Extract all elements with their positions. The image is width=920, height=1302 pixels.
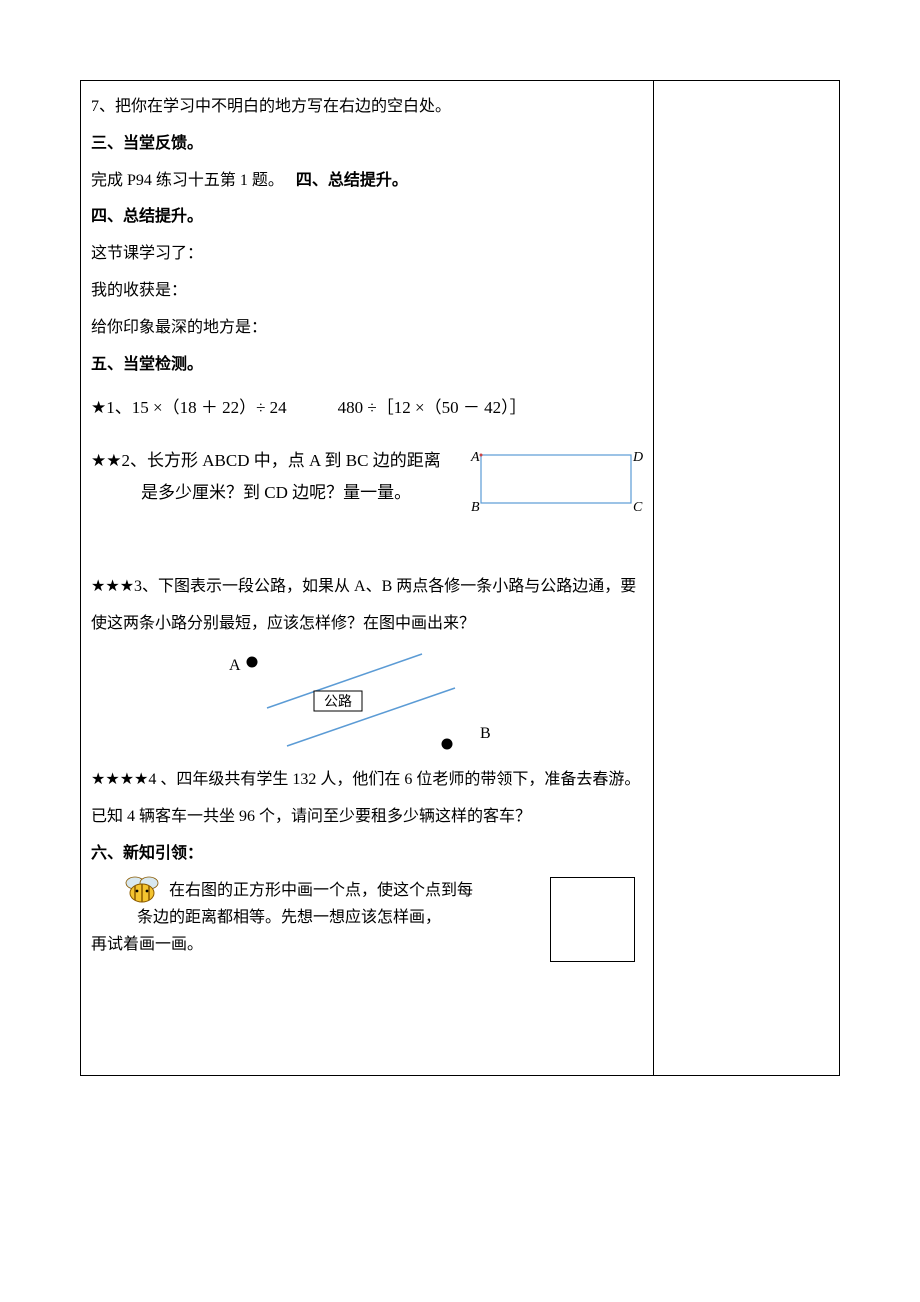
section-4-b: 我的收获是： [91, 273, 643, 310]
section-3-body: 完成 P94 练习十五第 1 题。 四、总结提升。 [91, 163, 643, 200]
label-c: C [633, 500, 643, 515]
q3-l1: 3、下图表示一段公路，如果从 A、B 两点各修一条小路与公路边通，要 [134, 578, 636, 595]
section-4-c: 给你印象最深的地方是： [91, 310, 643, 347]
question-3: ★★★3、下图表示一段公路，如果从 A、B 两点各修一条小路与公路边通，要 使这… [91, 569, 643, 759]
bottom-spacer [91, 962, 643, 1067]
label-a: A [470, 450, 480, 465]
point-b [442, 739, 453, 750]
section-4-heading: 四、总结提升。 [91, 199, 643, 236]
q3-line2: 使这两条小路分别最短，应该怎样修？在图中画出来？ [91, 606, 643, 643]
q3-stars: ★★★ [91, 578, 134, 595]
q6-line3: 再试着画一画。 [91, 931, 538, 958]
q2-line1: ★★2、长方形 ABCD 中，点 A 到 BC 边的距离 [91, 445, 455, 477]
road-line-2 [287, 688, 455, 746]
road-diagram-wrap: A 公路 B [91, 648, 643, 758]
side-column [654, 81, 839, 1075]
label-b-road: B [480, 725, 491, 742]
rectangle-abcd-diagram: A D B C [463, 445, 643, 519]
section-3-heading: 三、当堂反馈。 [91, 126, 643, 163]
road-label: 公路 [324, 694, 352, 710]
question-2: ★★2、长方形 ABCD 中，点 A 到 BC 边的距离 是多少厘米？到 CD … [91, 445, 643, 519]
main-column: 7、把你在学习中不明白的地方写在右边的空白处。 三、当堂反馈。 完成 P94 练… [81, 81, 654, 1075]
label-a-road: A [229, 657, 241, 674]
label-b: B [471, 500, 480, 515]
section-3-text: 完成 P94 练习十五第 1 题。 [91, 172, 296, 189]
label-d: D [632, 450, 643, 465]
q4-stars: ★★★★ [91, 771, 148, 788]
square-diagram [550, 877, 635, 962]
q3-line1: ★★★3、下图表示一段公路，如果从 A、B 两点各修一条小路与公路边通，要 [91, 569, 643, 606]
section-5-heading: 五、当堂检测。 [91, 347, 643, 384]
q6-line1: 在右图的正方形中画一个点，使这个点到每 [137, 877, 538, 904]
section-4-inline: 四、总结提升。 [296, 172, 408, 189]
q4-line1: ★★★★4 、四年级共有学生 132 人，他们在 6 位老师的带领下，准备去春游… [91, 762, 643, 799]
q6-line2: 条边的距离都相等。先想一想应该怎样画， [137, 904, 538, 931]
q2-line2: 是多少厘米？到 CD 边呢？量一量。 [91, 477, 455, 509]
bee-icon [121, 875, 163, 905]
question-6: 在右图的正方形中画一个点，使这个点到每 条边的距离都相等。先想一想应该怎样画， … [91, 877, 643, 962]
q6-l1: 在右图的正方形中画一个点，使这个点到每 [169, 882, 473, 899]
point-a [247, 657, 258, 668]
section-6-heading: 六、新知引领： [91, 836, 643, 873]
q2-stars: ★★ [91, 451, 121, 470]
q4-line2: 已知 4 辆客车一共坐 96 个，请问至少要租多少辆这样的客车？ [91, 799, 643, 836]
section-4-a: 这节课学习了： [91, 236, 643, 273]
q6-text-block: 在右图的正方形中画一个点，使这个点到每 条边的距离都相等。先想一想应该怎样画， … [91, 877, 538, 959]
question-1: ★1、15 ×（18 ＋ 22）÷ 24 480 ÷［12 ×（50 － 42）… [91, 389, 643, 426]
q2-l1: 长方形 ABCD 中，点 A 到 BC 边的距离 [147, 451, 441, 470]
q1-text: 1、15 ×（18 ＋ 22）÷ 24 480 ÷［12 ×（50 － 42）］ [106, 398, 526, 417]
q4-l1: 4 、四年级共有学生 132 人，他们在 6 位老师的带领下，准备去春游。 [148, 771, 640, 788]
question-4: ★★★★4 、四年级共有学生 132 人，他们在 6 位老师的带领下，准备去春游… [91, 762, 643, 836]
q2-text-block: ★★2、长方形 ABCD 中，点 A 到 BC 边的距离 是多少厘米？到 CD … [91, 445, 455, 510]
worksheet-page: 7、把你在学习中不明白的地方写在右边的空白处。 三、当堂反馈。 完成 P94 练… [80, 80, 840, 1076]
road-diagram: A 公路 B [207, 648, 527, 758]
item-7: 7、把你在学习中不明白的地方写在右边的空白处。 [91, 89, 643, 126]
q2-label: 2、 [121, 451, 147, 470]
q1-stars: ★ [91, 398, 106, 417]
